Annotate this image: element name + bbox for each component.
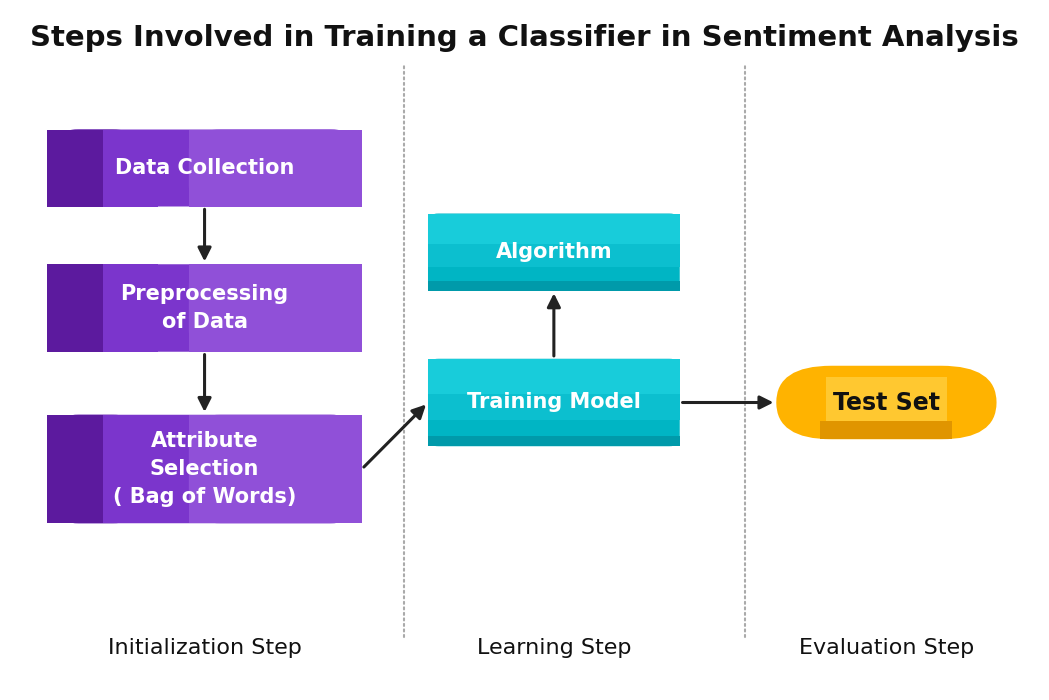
FancyBboxPatch shape xyxy=(189,414,362,524)
Bar xyxy=(315,130,362,161)
FancyBboxPatch shape xyxy=(776,365,997,440)
Bar xyxy=(315,414,362,447)
FancyBboxPatch shape xyxy=(428,214,680,290)
Bar xyxy=(103,264,158,351)
Bar xyxy=(428,281,680,290)
FancyBboxPatch shape xyxy=(47,414,362,524)
Bar xyxy=(428,214,680,256)
Bar xyxy=(826,377,947,421)
Text: Preprocessing
of Data: Preprocessing of Data xyxy=(121,284,288,332)
Bar xyxy=(820,421,952,440)
Text: Algorithm: Algorithm xyxy=(495,242,613,262)
FancyBboxPatch shape xyxy=(47,130,144,206)
Bar xyxy=(103,414,158,524)
FancyBboxPatch shape xyxy=(189,264,362,351)
Bar xyxy=(189,264,236,351)
Bar xyxy=(47,130,116,206)
Bar xyxy=(220,264,362,351)
FancyBboxPatch shape xyxy=(47,264,144,351)
FancyBboxPatch shape xyxy=(47,264,362,351)
Bar xyxy=(103,130,158,206)
Text: Attribute
Selection
( Bag of Words): Attribute Selection ( Bag of Words) xyxy=(113,431,296,507)
Bar xyxy=(428,393,680,420)
Text: Initialization Step: Initialization Step xyxy=(108,638,301,657)
FancyBboxPatch shape xyxy=(47,414,144,524)
FancyBboxPatch shape xyxy=(428,358,680,447)
Bar xyxy=(428,244,680,267)
Text: Steps Involved in Training a Classifier in Sentiment Analysis: Steps Involved in Training a Classifier … xyxy=(30,25,1019,52)
FancyBboxPatch shape xyxy=(189,130,362,206)
FancyBboxPatch shape xyxy=(47,130,362,206)
Bar xyxy=(299,414,362,457)
Bar xyxy=(315,264,362,295)
Bar xyxy=(220,414,362,524)
Bar xyxy=(189,130,236,206)
Text: Evaluation Step: Evaluation Step xyxy=(798,638,975,657)
Bar xyxy=(299,264,362,307)
Bar xyxy=(189,414,236,524)
Bar xyxy=(428,435,680,447)
Bar xyxy=(47,264,116,351)
Bar xyxy=(47,414,116,524)
Bar xyxy=(220,130,362,206)
Text: Training Model: Training Model xyxy=(467,393,641,412)
Text: Data Collection: Data Collection xyxy=(115,158,294,178)
Text: Learning Step: Learning Step xyxy=(476,638,631,657)
Text: Test Set: Test Set xyxy=(833,391,940,414)
Bar xyxy=(428,358,680,407)
Bar xyxy=(299,130,362,172)
